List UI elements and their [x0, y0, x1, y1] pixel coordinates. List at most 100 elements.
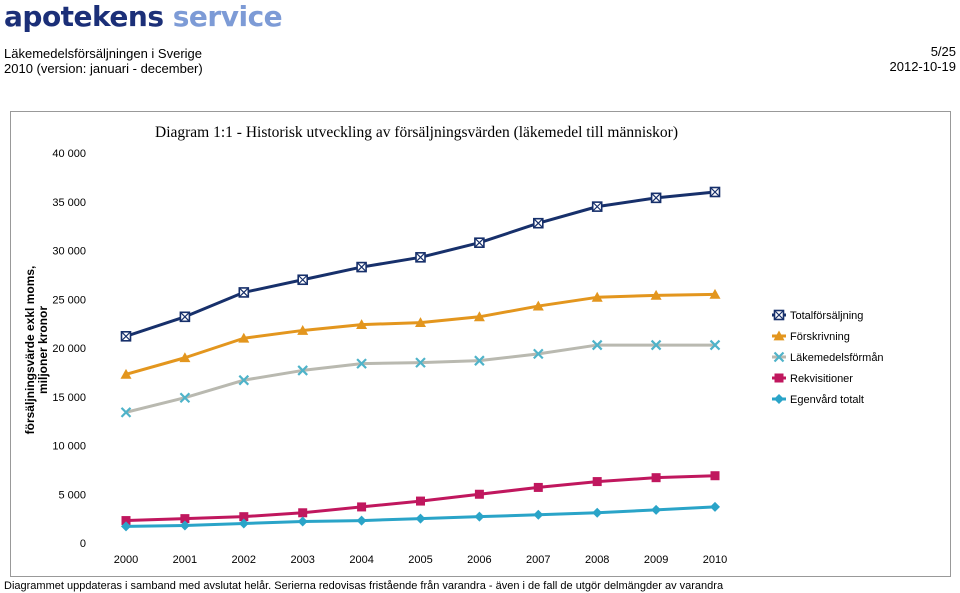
data-point-marker — [533, 482, 543, 492]
series-lines — [120, 186, 721, 532]
data-point-marker — [710, 501, 720, 512]
x-tick-label: 2002 — [232, 554, 256, 566]
legend-item: Totalförsäljning — [772, 309, 863, 322]
logo-text-apotekens: apotekens — [4, 0, 164, 33]
legend-item: Läkemedelsförmån — [772, 351, 884, 364]
y-tick-label: 30 000 — [52, 246, 86, 258]
data-point-marker — [120, 407, 132, 418]
y-tick-labels: 0 5 000 10 000 15 000 20 000 25 000 30 000 35 0… — [52, 148, 86, 550]
data-point-marker — [651, 473, 661, 483]
data-point-marker — [709, 288, 721, 299]
series-0 — [120, 186, 721, 342]
data-point-marker — [356, 319, 368, 329]
data-point-marker-cross — [710, 187, 720, 197]
x-tick-label: 2001 — [173, 554, 197, 566]
data-point-marker-cross — [533, 218, 544, 229]
report-title-line2: 2010 (version: januari - december) — [4, 61, 203, 76]
x-tick-label: 2004 — [349, 554, 373, 566]
data-point-marker — [238, 518, 249, 529]
data-point-marker — [591, 339, 603, 351]
y-tick-label: 35 000 — [52, 197, 86, 209]
y-tick-label: 5 000 — [58, 489, 86, 501]
legend-label: Rekvisitioner — [790, 373, 853, 385]
data-point-marker — [297, 324, 309, 335]
y-tick-label: 0 — [80, 538, 86, 550]
data-point-marker-cross — [356, 262, 367, 272]
data-point-marker — [650, 289, 662, 300]
data-point-marker — [532, 300, 544, 311]
data-point-marker — [533, 509, 544, 520]
data-point-marker-cross — [238, 287, 249, 298]
report-date: 2012-10-19 — [889, 59, 957, 74]
y-tick-label: 20 000 — [52, 343, 86, 355]
x-tick-label: 2003 — [290, 554, 314, 566]
page-number: 5/25 — [930, 44, 956, 59]
y-axis-label-line2: miljoner kronor — [36, 306, 50, 394]
legend-item: Förskrivning — [772, 330, 850, 343]
series-line — [125, 190, 716, 338]
y-axis-label-line1: försäljningsvärde exkl moms, — [23, 266, 37, 435]
y-tick-label: 40 000 — [52, 148, 86, 160]
report-title: Läkemedelsförsäljningen i Sverige 2010 (… — [4, 46, 203, 76]
data-point-marker — [121, 521, 131, 532]
logo-text-service: service — [172, 0, 283, 33]
data-point-marker — [416, 496, 425, 506]
data-point-marker — [238, 332, 250, 343]
legend-item: Egenvård totalt — [772, 394, 864, 406]
data-point-marker — [773, 351, 785, 363]
x-tick-label: 2009 — [644, 554, 668, 566]
data-point-marker — [180, 514, 190, 524]
data-point-marker-cross — [592, 201, 603, 212]
data-point-marker — [592, 507, 603, 518]
footnote: Diagrammet uppdateras i samband med avsl… — [4, 580, 724, 592]
data-point-marker-cross — [415, 252, 426, 263]
data-point-marker — [415, 317, 426, 328]
x-tick-label: 2006 — [467, 554, 491, 566]
data-point-marker-cross — [651, 192, 662, 203]
legend-label: Egenvård totalt — [790, 394, 864, 406]
data-point-marker — [356, 358, 367, 369]
data-point-marker-cross — [179, 311, 190, 322]
report-title-line1: Läkemedelsförsäljningen i Sverige — [4, 46, 203, 61]
data-point-marker — [297, 365, 308, 376]
data-point-marker — [415, 357, 426, 368]
data-point-marker — [415, 513, 426, 524]
series-3 — [121, 471, 720, 526]
y-tick-label: 15 000 — [52, 392, 86, 404]
x-tick-labels: 2000 2001 2002 2003 2004 2005 2006 2007 2008 2009… — [114, 554, 727, 566]
data-point-marker — [710, 471, 720, 481]
data-point-marker — [298, 508, 308, 518]
data-point-marker — [774, 394, 784, 404]
data-point-marker — [474, 489, 484, 499]
legend-label: Förskrivning — [790, 331, 850, 343]
series-1 — [120, 288, 721, 379]
x-tick-label: 2008 — [585, 554, 609, 566]
x-tick-label: 2010 — [703, 554, 727, 566]
legend-item: Rekvisitioner — [772, 373, 853, 385]
data-point-marker — [239, 512, 249, 522]
x-tick-label: 2005 — [408, 554, 432, 566]
x-tick-label: 2000 — [114, 554, 138, 566]
data-point-marker — [709, 339, 721, 351]
data-point-marker-cross — [774, 310, 784, 320]
data-point-marker — [591, 291, 603, 302]
data-point-marker-cross — [474, 237, 485, 248]
data-point-marker — [473, 311, 485, 322]
series-4 — [121, 501, 720, 532]
data-point-marker — [474, 355, 485, 366]
data-point-marker — [120, 368, 132, 379]
y-axis-label: försäljningsvärde exkl moms, miljoner kr… — [23, 266, 50, 435]
series-line — [125, 343, 715, 414]
data-point-marker — [238, 374, 250, 386]
data-point-marker — [774, 373, 784, 383]
data-point-marker-cross — [121, 331, 131, 342]
legend-label: Totalförsäljning — [790, 310, 863, 322]
data-point-marker — [773, 330, 785, 341]
data-point-marker — [179, 520, 190, 531]
data-point-marker — [650, 339, 662, 351]
data-point-marker — [474, 511, 485, 522]
x-tick-label: 2007 — [526, 554, 550, 566]
series-2 — [120, 339, 721, 418]
data-point-marker — [297, 516, 308, 527]
